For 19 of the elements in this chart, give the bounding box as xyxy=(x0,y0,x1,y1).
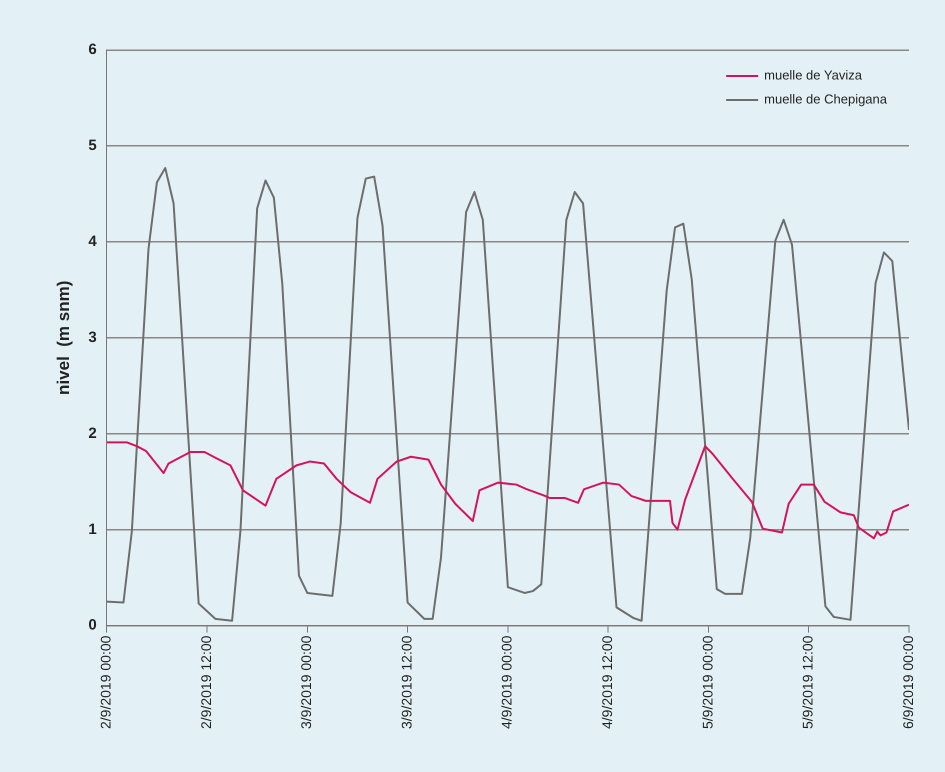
y-tick-label: 0 xyxy=(88,616,97,634)
y-tick-label: 4 xyxy=(88,233,98,250)
y-tick-label: 2 xyxy=(88,424,97,442)
x-tick-label: 3/9/2019 00:00 xyxy=(298,635,314,729)
x-tick-label: 5/9/2019 12:00 xyxy=(800,635,816,729)
x-tick-label: 2/9/2019 12:00 xyxy=(198,635,214,729)
x-tick-label: 4/9/2019 12:00 xyxy=(599,635,616,729)
y-tick-label: 5 xyxy=(88,137,97,154)
y-tick-label: 6 xyxy=(88,41,97,58)
x-tick-label: 3/9/2019 12:00 xyxy=(398,635,414,729)
y-tick-label: 3 xyxy=(88,328,97,346)
legend-label: muelle de Chepigana xyxy=(764,92,888,107)
x-tick-label: 2/9/2019 00:00 xyxy=(98,635,114,729)
y-tick-label: 1 xyxy=(88,520,97,538)
x-tick-label: 5/9/2019 00:00 xyxy=(699,635,716,729)
x-tick-label: 6/9/2019 00:00 xyxy=(900,635,916,729)
x-tick-label: 4/9/2019 00:00 xyxy=(498,635,515,729)
y-axis-title: nivel (m snm) xyxy=(54,280,73,395)
legend-label: muelle de Yaviza xyxy=(764,68,863,83)
